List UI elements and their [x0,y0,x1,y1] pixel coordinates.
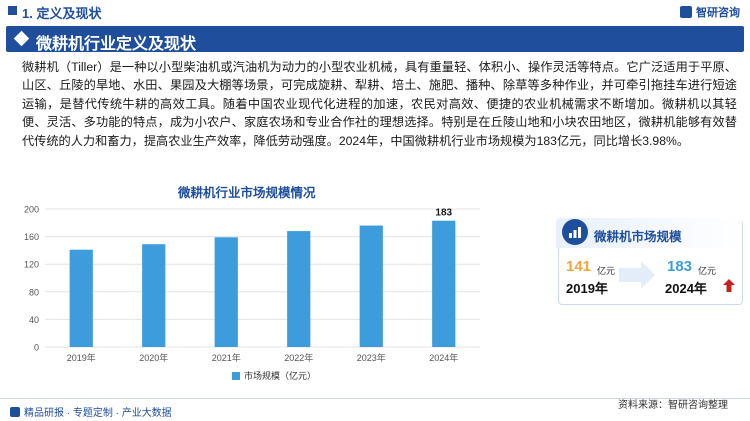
y-tick-label: 80 [29,287,39,297]
source-note: 资料来源：智研咨询整理 [618,400,728,411]
brand-logo-text: 智研咨询 [696,7,740,19]
bar [214,237,238,347]
x-tick-label: 2020年 [139,352,168,363]
chart-icon [562,219,588,245]
footer-divider [0,398,750,399]
title-band: 微耕机行业定义及现状 [6,26,744,53]
bar [432,220,456,347]
x-tick-label: 2021年 [212,352,241,363]
brand-logo: 智研咨询 [680,4,740,20]
brand-logo-icon [680,6,692,18]
from-value: 141 [566,258,592,275]
legend-swatch [232,372,240,380]
panel-title: 微耕机市场规模 [594,230,682,244]
description-text: 微耕机（Tiller）是一种以小型柴油机或汽油机为动力的小型农业机械，具有重量轻… [22,60,737,148]
diamond-icon [13,30,30,47]
right-arrow-icon [619,261,655,289]
footer-logo-icon [10,406,20,417]
section-label: 1. 定义及现状 [22,6,102,21]
section-marker-icon [8,6,17,15]
to-unit: 亿元 [698,266,717,276]
x-tick-label: 2022年 [284,352,313,363]
x-tick-label: 2023年 [357,352,386,363]
x-tick-label: 2019年 [67,352,96,363]
legend-label: 市场规模（亿元） [244,370,316,381]
page-title: 微耕机行业定义及现状 [36,36,197,53]
y-tick-label: 200 [24,205,39,215]
footer-tagline-text: 精品研报 · 专题定制 · 产业大数据 [24,408,172,419]
from-unit: 亿元 [597,266,616,276]
y-tick-label: 160 [24,232,39,242]
bar [69,249,93,347]
to-year: 2024年 [665,281,707,296]
up-arrow-icon [723,279,735,292]
y-tick-label: 40 [29,315,39,325]
data-label: 183 [435,208,452,219]
y-tick-label: 120 [24,260,39,270]
to-value: 183 [667,258,693,275]
from-year: 2019年 [566,281,608,296]
bar [359,225,383,347]
chart-title: 微耕机行业市场规模情况 [178,186,316,200]
x-tick-label: 2024年 [429,352,458,363]
y-tick-label: 0 [34,343,39,353]
top-bar: 1. 定义及现状 智研咨询 [0,0,750,22]
footer-tagline: 精品研报 · 专题定制 · 产业大数据 [10,404,172,419]
bar [142,244,166,347]
bar [287,231,311,347]
bar-chart: 0 40 80 120 160 200 2019年 2020年 2021年 2022年 2023年 2… [24,205,480,381]
